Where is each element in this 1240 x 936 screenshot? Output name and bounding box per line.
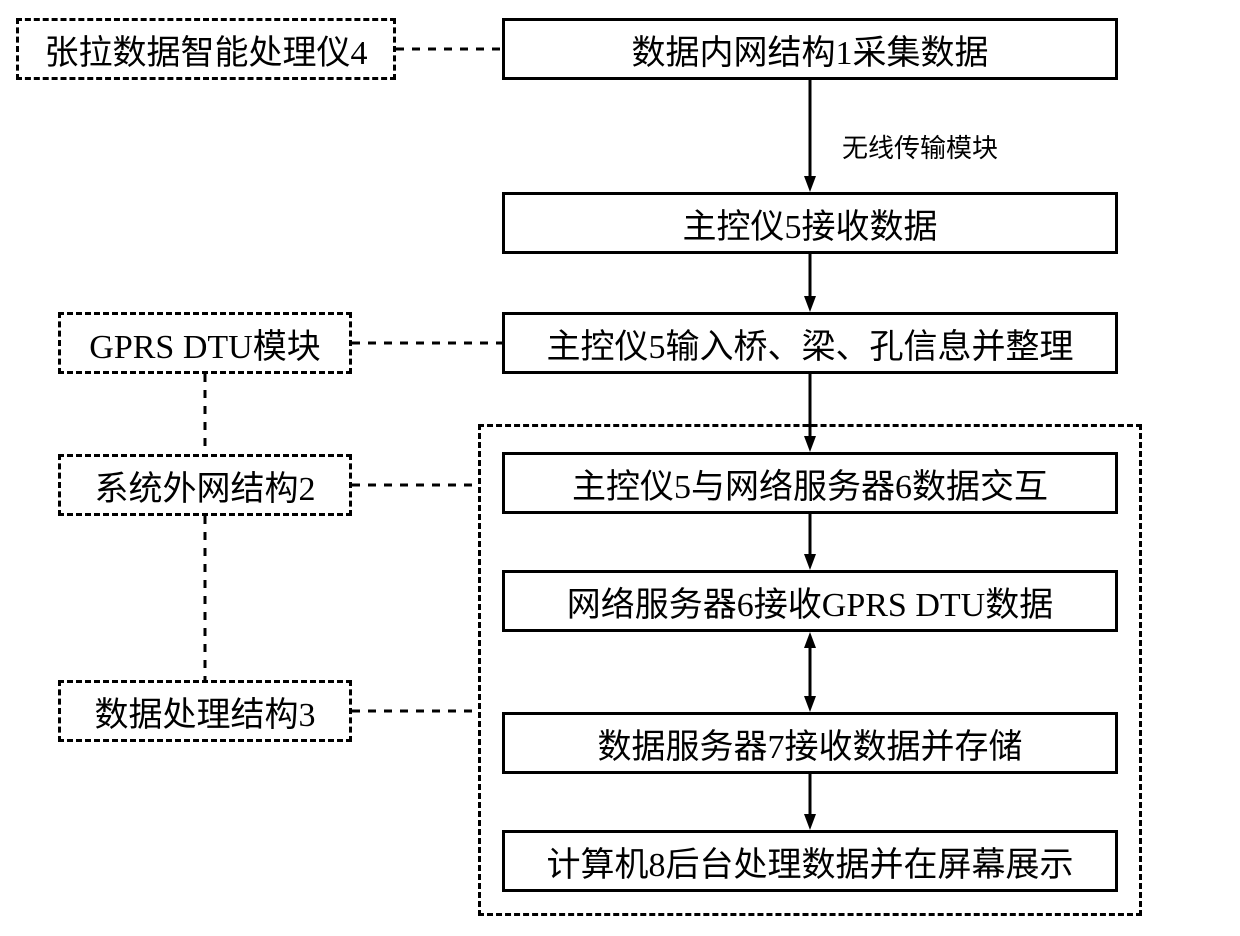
right-box-4-label: 主控仪5与网络服务器6数据交互 bbox=[572, 459, 1048, 508]
right-box-4: 主控仪5与网络服务器6数据交互 bbox=[502, 452, 1118, 514]
right-box-3: 主控仪5输入桥、梁、孔信息并整理 bbox=[502, 312, 1118, 374]
left-box-3: 系统外网结构2 bbox=[58, 454, 352, 516]
right-box-5-label: 网络服务器6接收GPRS DTU数据 bbox=[567, 577, 1053, 626]
right-box-7-label: 计算机8后台处理数据并在屏幕展示 bbox=[547, 837, 1074, 886]
edge-label-wireless: 无线传输模块 bbox=[842, 128, 998, 165]
left-box-4: 数据处理结构3 bbox=[58, 680, 352, 742]
right-box-5: 网络服务器6接收GPRS DTU数据 bbox=[502, 570, 1118, 632]
left-box-4-label: 数据处理结构3 bbox=[95, 687, 316, 736]
right-box-3-label: 主控仪5输入桥、梁、孔信息并整理 bbox=[547, 319, 1074, 368]
right-box-6-label: 数据服务器7接收数据并存储 bbox=[598, 719, 1023, 768]
right-box-2-label: 主控仪5接收数据 bbox=[683, 199, 938, 248]
right-box-1: 数据内网结构1采集数据 bbox=[502, 18, 1118, 80]
right-box-6: 数据服务器7接收数据并存储 bbox=[502, 712, 1118, 774]
right-box-1-label: 数据内网结构1采集数据 bbox=[632, 25, 989, 74]
edge-label-text: 无线传输模块 bbox=[842, 134, 998, 163]
diagram-canvas: 张拉数据智能处理仪4 GPRS DTU模块 系统外网结构2 数据处理结构3 数据… bbox=[0, 0, 1240, 936]
right-box-2: 主控仪5接收数据 bbox=[502, 192, 1118, 254]
left-box-2: GPRS DTU模块 bbox=[58, 312, 352, 374]
right-box-7: 计算机8后台处理数据并在屏幕展示 bbox=[502, 830, 1118, 892]
left-box-1: 张拉数据智能处理仪4 bbox=[16, 18, 396, 80]
left-box-2-label: GPRS DTU模块 bbox=[89, 319, 320, 368]
left-box-1-label: 张拉数据智能处理仪4 bbox=[45, 25, 368, 74]
left-box-3-label: 系统外网结构2 bbox=[95, 461, 316, 510]
